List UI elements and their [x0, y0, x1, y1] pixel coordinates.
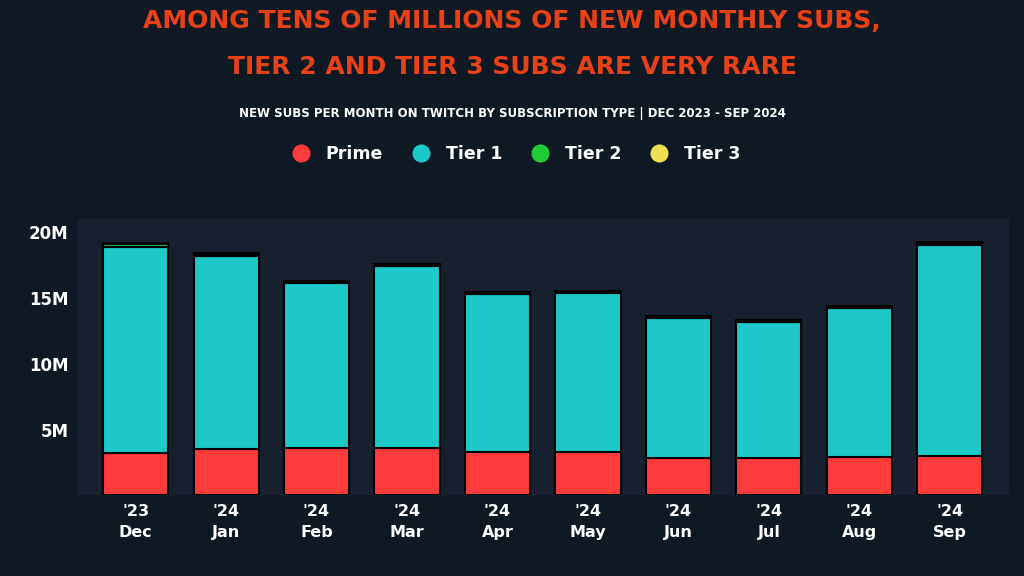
Bar: [555, 293, 621, 452]
Bar: [375, 264, 439, 266]
Bar: [103, 244, 168, 247]
Bar: [736, 458, 802, 495]
Bar: [918, 242, 982, 245]
Bar: [194, 449, 259, 495]
Bar: [465, 292, 530, 294]
Bar: [736, 320, 802, 321]
Bar: [194, 256, 259, 449]
Bar: [646, 458, 711, 495]
Bar: [375, 266, 439, 448]
Bar: [736, 321, 802, 458]
Text: NEW SUBS PER MONTH ON TWITCH BY SUBSCRIPTION TYPE | DEC 2023 - SEP 2024: NEW SUBS PER MONTH ON TWITCH BY SUBSCRIP…: [239, 107, 785, 120]
Bar: [103, 243, 168, 244]
Bar: [103, 247, 168, 453]
Bar: [284, 282, 349, 283]
Bar: [465, 452, 530, 495]
Bar: [555, 291, 621, 293]
Text: AMONG TENS OF MILLIONS OF NEW MONTHLY SUBS,: AMONG TENS OF MILLIONS OF NEW MONTHLY SU…: [143, 9, 881, 33]
Bar: [826, 308, 892, 457]
Bar: [646, 316, 711, 317]
Bar: [918, 245, 982, 456]
Text: TIER 2 AND TIER 3 SUBS ARE VERY RARE: TIER 2 AND TIER 3 SUBS ARE VERY RARE: [227, 55, 797, 79]
Bar: [284, 448, 349, 495]
Bar: [103, 453, 168, 495]
Bar: [194, 253, 259, 256]
Bar: [465, 294, 530, 452]
Bar: [826, 306, 892, 308]
Bar: [646, 317, 711, 458]
Bar: [826, 457, 892, 495]
Bar: [918, 456, 982, 495]
Bar: [284, 283, 349, 448]
Bar: [375, 448, 439, 495]
Legend: Prime, Tier 1, Tier 2, Tier 3: Prime, Tier 1, Tier 2, Tier 3: [278, 138, 746, 170]
Bar: [555, 452, 621, 495]
